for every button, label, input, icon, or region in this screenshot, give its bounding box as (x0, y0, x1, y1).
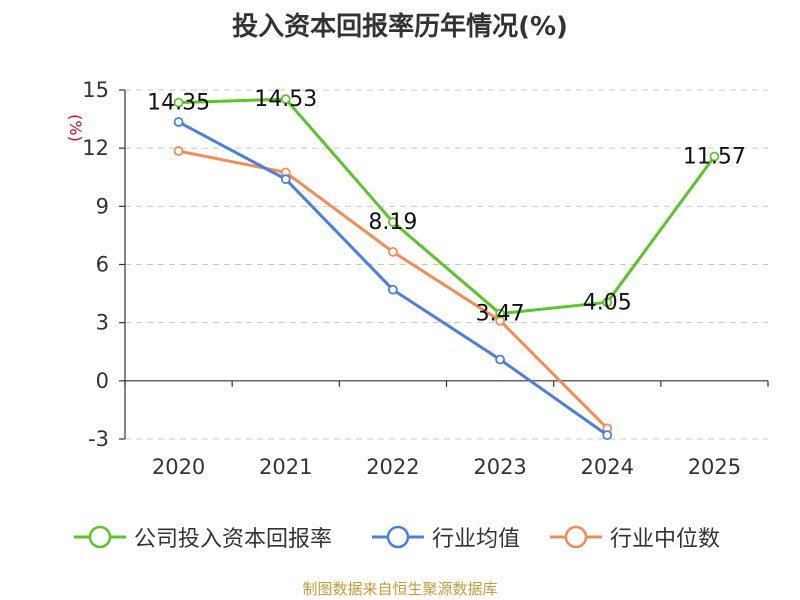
axis-layer: 15 12 9 6 3 0 -3 (%) 2020 2021 2022 2023 2024 2025 (66, 78, 769, 479)
x-tick-label: 2023 (473, 455, 526, 479)
series-line (177, 120, 609, 437)
series-line (178, 97, 716, 316)
data-label: 3.47 (476, 302, 525, 327)
data-point (602, 297, 613, 308)
y-tick-label: 9 (96, 194, 109, 218)
legend-marker-icon (550, 525, 602, 549)
legend-label: 公司投入资本回报率 (134, 527, 333, 552)
data-point (709, 151, 720, 162)
data-point (388, 217, 398, 227)
y-tick-label: -3 (88, 427, 109, 451)
legend-label: 行业中位数 (610, 527, 721, 552)
x-tick-label: 2024 (581, 455, 634, 479)
legend-item[interactable]: 行业均值 (370, 520, 520, 554)
legend-item[interactable]: 公司投入资本回报率 (72, 520, 332, 554)
x-tick-label: 2021 (259, 455, 312, 479)
data-point (495, 308, 505, 319)
data-point (388, 284, 398, 295)
data-point (280, 174, 291, 185)
data-point (388, 246, 398, 257)
y-axis-label: (%) (66, 114, 85, 142)
data-point (280, 94, 291, 105)
data-label: 14.53 (254, 87, 317, 112)
chart-title: 投入资本回报率历年情况(%) (232, 12, 568, 42)
data-point (173, 117, 184, 127)
x-tick-label: 2020 (152, 455, 205, 479)
y-tick-label: 15 (82, 78, 109, 102)
data-point (602, 430, 613, 441)
source-note: 制图数据来自恒生聚源数据库 (302, 580, 498, 598)
y-tick-label: 0 (96, 369, 109, 393)
grid-layer (125, 89, 768, 440)
data-label: 14.35 (147, 91, 210, 116)
y-tick-label: 3 (96, 311, 109, 335)
legend-marker-icon (372, 525, 424, 549)
data-label: 8.19 (368, 210, 417, 235)
data-label: 11.57 (683, 145, 746, 170)
x-tick-label: 2025 (688, 455, 741, 479)
series-layer (173, 94, 720, 441)
y-tick-label: 12 (82, 136, 109, 160)
data-point (173, 97, 184, 108)
data-point (495, 354, 505, 365)
chart-legend: 公司投入资本回报率 行业均值 行业中位数 (0, 520, 800, 554)
x-tick-label: 2022 (366, 455, 419, 479)
data-label: 4.05 (583, 290, 632, 315)
data-label-layer: 14.35 14.53 8.19 3.47 4.05 11.57 (147, 87, 746, 326)
legend-marker-icon (74, 525, 126, 549)
legend-label: 行业均值 (432, 527, 521, 552)
data-point (173, 146, 184, 156)
y-tick-label: 6 (96, 253, 109, 277)
legend-item[interactable]: 行业中位数 (548, 520, 720, 554)
